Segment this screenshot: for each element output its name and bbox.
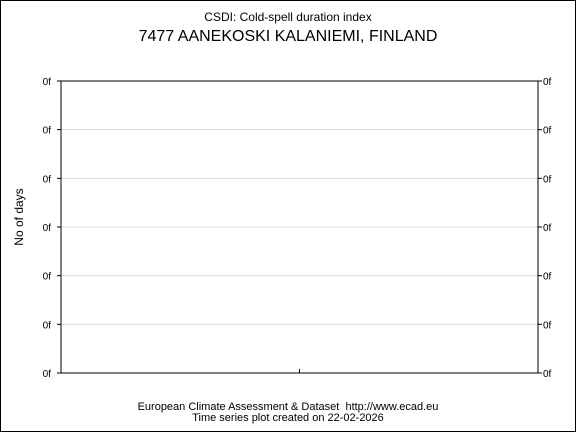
footer-created-date: Time series plot created on 22-02-2026 — [192, 412, 384, 424]
y-tick-label-right: 0f — [543, 77, 552, 88]
footer-credit: European Climate Assessment & Dataset ht… — [137, 401, 439, 413]
y-tick-label-left: 0f — [43, 320, 52, 331]
y-tick-label-right: 0f — [543, 174, 552, 185]
chart-subtitle: 7477 AANEKOSKI KALANIEMI, FINLAND — [138, 28, 438, 45]
y-tick-label-right: 0f — [543, 272, 552, 283]
y-tick-label-left: 0f — [43, 77, 52, 88]
y-tick-label-right: 0f — [543, 369, 552, 380]
y-tick-label-right: 0f — [543, 320, 552, 331]
chart-title: CSDI: Cold-spell duration index — [204, 10, 372, 24]
y-tick-label-left: 0f — [43, 174, 52, 185]
y-tick-label-left: 0f — [43, 223, 52, 234]
y-tick-label-right: 0f — [543, 126, 552, 137]
y-tick-label-left: 0f — [43, 126, 52, 137]
y-tick-label-left: 0f — [43, 272, 52, 283]
y-axis-label: No of days — [12, 188, 26, 245]
y-tick-label-left: 0f — [43, 369, 52, 380]
y-tick-label-right: 0f — [543, 223, 552, 234]
